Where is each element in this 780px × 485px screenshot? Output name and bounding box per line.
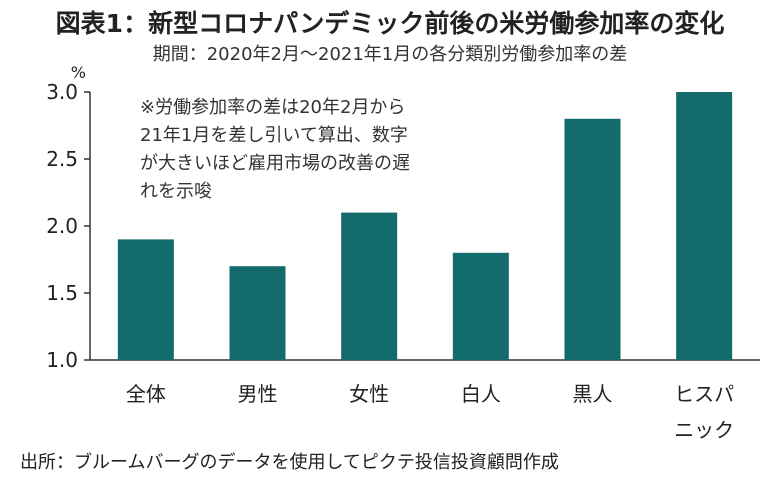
chart-note: ※労働参加率の差は20年2月から 21年1月を差し引いて算出、数字 が大きいほど…: [140, 94, 510, 206]
category-label: 白人: [461, 382, 501, 406]
category-label: 女性: [349, 382, 389, 406]
y-tick-label: 1.5: [46, 281, 78, 305]
note-line: れを示唆: [140, 181, 212, 202]
bar: [452, 252, 509, 360]
chart-subtitle: 期間：2020年2月～2021年1月の各分類別労働参加率の差: [152, 44, 628, 65]
y-tick-label: 3.0: [46, 80, 78, 104]
y-unit-label: %: [71, 63, 86, 82]
bars: [117, 92, 733, 360]
y-tick-label: 2.0: [46, 214, 78, 238]
bar: [564, 118, 621, 360]
axes: 1.0 1.5 2.0 2.5 3.0%: [46, 63, 760, 372]
note-line: 21年1月を差し引いて算出、数字: [140, 125, 408, 146]
bar: [341, 212, 398, 360]
bar: [117, 239, 174, 360]
category-label: 全体: [126, 382, 166, 406]
chart-title: 図表1：新型コロナパンデミック前後の米労働参加率の変化: [55, 9, 725, 38]
category-label: 黒人: [573, 382, 613, 406]
y-tick-label: 1.0: [46, 348, 78, 372]
y-tick-label: 2.5: [46, 147, 78, 171]
category-label: ニック: [674, 418, 734, 442]
category-label: 男性: [238, 382, 278, 406]
bar: [676, 92, 733, 360]
note-line: が大きいほど雇用市場の改善の遅: [140, 153, 410, 174]
source-note: 出所：ブルームバーグのデータを使用してピクテ投信投資顧問作成: [20, 452, 559, 473]
category-label: ヒスパ: [674, 382, 734, 406]
note-line: ※労働参加率の差は20年2月から: [140, 97, 406, 118]
bar: [229, 266, 286, 360]
